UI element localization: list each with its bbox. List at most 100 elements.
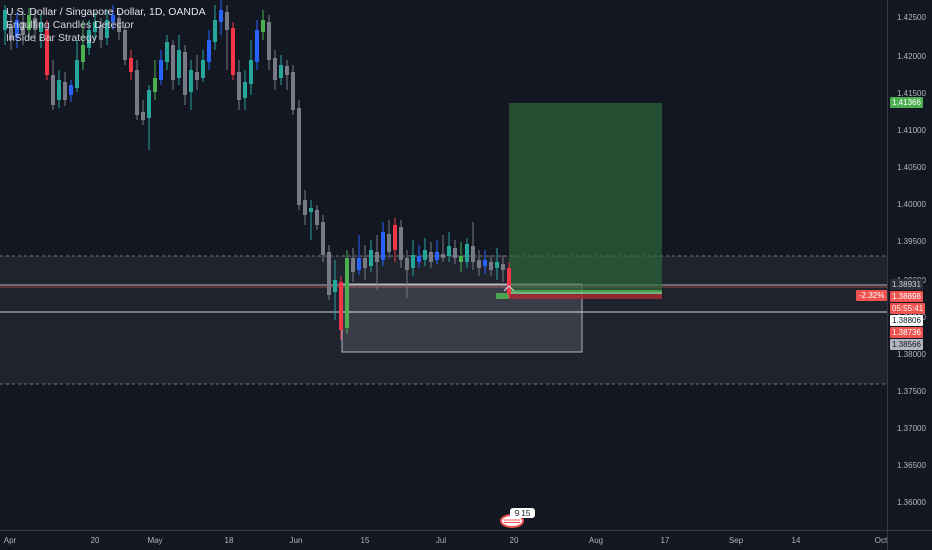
price-tick-label: 1.37500 — [897, 387, 926, 396]
time-tick-label: Sep — [728, 536, 744, 545]
candle-body — [111, 15, 115, 22]
economic-event-badge[interactable]: 9 15 — [500, 508, 536, 528]
long-position-target-zone[interactable] — [509, 103, 662, 293]
candle-body — [477, 260, 481, 268]
event-time-label: 9 15 — [515, 509, 531, 518]
symbol-title[interactable]: U.S. Dollar / Singapore Dollar, 1D, OAND… — [6, 6, 206, 18]
range-zone[interactable] — [0, 256, 887, 384]
candle-body — [429, 252, 433, 262]
candle-body — [99, 25, 103, 40]
candle-body — [21, 22, 25, 35]
price-tick-label: 1.36000 — [897, 498, 926, 507]
candle-body — [75, 60, 79, 88]
candle-body — [9, 25, 13, 40]
candle-body — [123, 30, 127, 60]
candle-body — [483, 260, 487, 266]
long-position-stop-zone[interactable] — [509, 294, 662, 299]
candle-body — [33, 18, 37, 30]
candle-body — [147, 90, 151, 118]
candle-body — [291, 72, 295, 110]
candle-body — [177, 50, 181, 78]
candle-body — [447, 246, 451, 256]
candle-body — [501, 264, 505, 270]
candle-body — [255, 30, 259, 62]
candle-body — [57, 80, 61, 100]
indicator-inside-bar[interactable]: InSide Bar Strategy — [6, 32, 98, 44]
candle-body — [273, 58, 277, 80]
candle-body — [159, 60, 163, 80]
time-tick-label: Oct — [874, 536, 888, 545]
candle-body — [441, 254, 445, 258]
price-axis[interactable]: 1.42500 1.42000 1.41500 1.41000 1.40500 1.400… — [887, 0, 932, 530]
candle-body — [279, 65, 283, 78]
candle-body — [363, 258, 367, 268]
candle-body — [213, 20, 217, 42]
price-tag: 1.41366 — [890, 97, 923, 108]
candle-body — [15, 20, 19, 38]
candlestick-chart[interactable] — [0, 0, 887, 530]
candle-body — [219, 10, 223, 22]
time-tick-label: Apr — [3, 536, 17, 545]
candle-body — [465, 244, 469, 262]
axis-corner — [887, 530, 932, 550]
candle-body — [207, 40, 211, 62]
candle-body — [351, 258, 355, 272]
candle-body — [423, 250, 427, 260]
price-tag: 1.38806 — [890, 315, 923, 326]
candle-body — [153, 78, 157, 92]
candle-body — [243, 82, 247, 98]
candle-body — [231, 28, 235, 75]
candle-body — [357, 258, 361, 270]
price-tag: 05:55:41 — [890, 303, 926, 314]
candle-body — [171, 45, 175, 80]
candle-body — [87, 30, 91, 48]
candle-body — [45, 30, 49, 75]
candle-body — [345, 258, 349, 328]
price-tick-label: 1.42500 — [897, 13, 926, 22]
time-axis[interactable]: Apr 20 May 18 Jun 15 Jul 20 Aug 17 Sep 14 Oct — [0, 530, 887, 550]
price-tick-label: 1.40500 — [897, 163, 926, 172]
candle-body — [261, 20, 265, 32]
candle-body — [69, 85, 73, 95]
candle-body — [453, 248, 457, 258]
time-tick-label: May — [147, 536, 163, 545]
chart-pane[interactable]: U.S. Dollar / Singapore Dollar, 1D, OAND… — [0, 0, 887, 530]
price-tick-label: 1.40000 — [897, 200, 926, 209]
time-tick-label: 20 — [509, 536, 519, 545]
price-tick-label: 1.39500 — [897, 237, 926, 246]
price-tick-label: 1.41000 — [897, 126, 926, 135]
price-tag: 1.38898 — [890, 291, 923, 302]
candle-body — [411, 255, 415, 268]
candle-body — [339, 282, 343, 330]
candle-body — [129, 58, 133, 72]
candle-body — [405, 258, 409, 270]
candle-body — [309, 208, 313, 212]
long-position-entry-band — [509, 290, 662, 294]
price-tick-label: 1.38000 — [897, 350, 926, 359]
candle-body — [39, 22, 43, 32]
entry-marker — [496, 293, 509, 299]
candle-body — [495, 262, 499, 268]
price-tick-label: 1.42000 — [897, 52, 926, 61]
candle-body — [393, 225, 397, 250]
candle-body — [303, 200, 307, 215]
candle-body — [489, 262, 493, 270]
indicator-engulfing[interactable]: Engulfing Candles Detector — [6, 19, 134, 31]
price-tick-label: 1.37000 — [897, 424, 926, 433]
candle-body — [399, 227, 403, 260]
candle-body — [267, 22, 271, 60]
candle-body — [297, 108, 301, 205]
candle-body — [27, 15, 31, 30]
time-tick-label: 15 — [360, 536, 370, 545]
candle-body — [459, 256, 463, 262]
candle-body — [435, 252, 439, 260]
time-tick-label: Jul — [435, 536, 447, 545]
candle-body — [201, 60, 205, 78]
candle-body — [117, 18, 121, 32]
candle-body — [63, 82, 67, 100]
candle-body — [141, 112, 145, 120]
candle-body — [333, 280, 337, 292]
candles-group — [3, 0, 511, 340]
cursor-arrow-icon — [503, 285, 515, 292]
candle-body — [93, 22, 97, 32]
